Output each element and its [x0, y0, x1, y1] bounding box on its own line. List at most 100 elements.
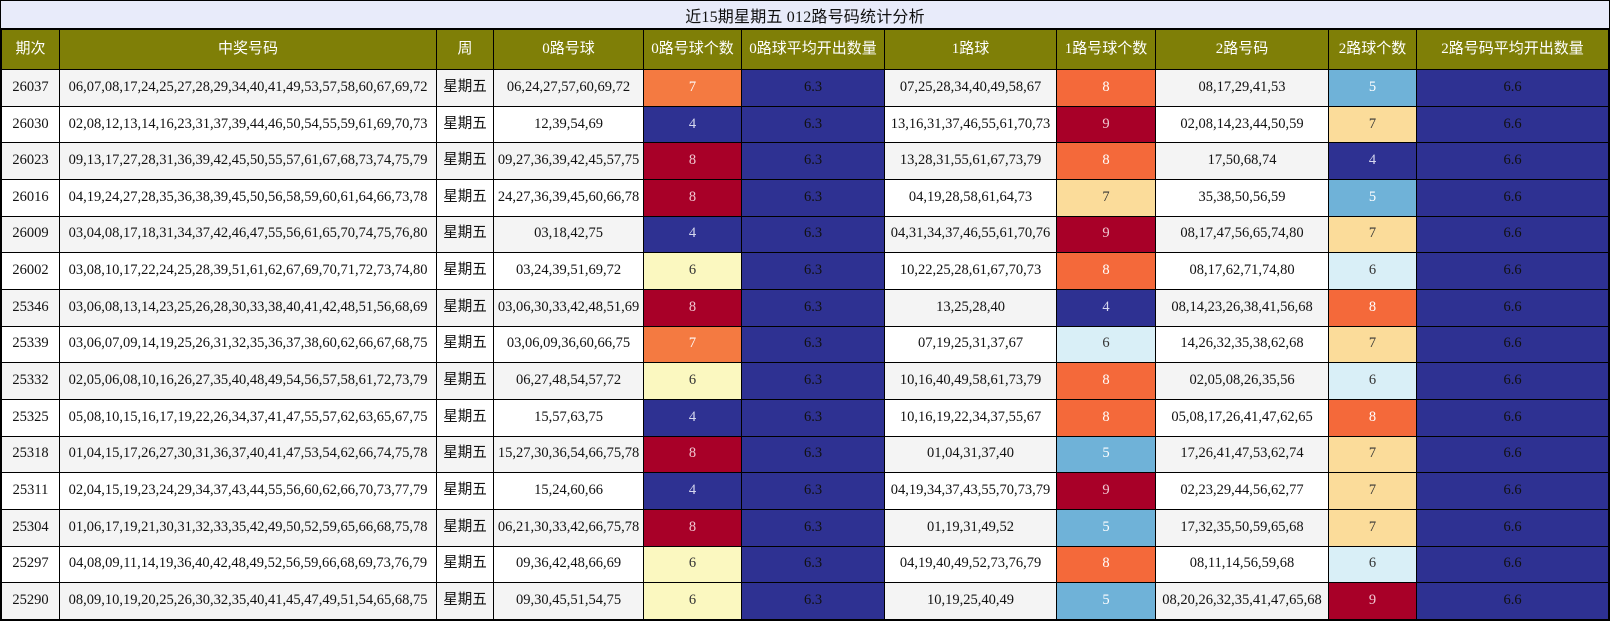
cell-road0-count[interactable]: 4 [643, 105, 742, 144]
cell-road2-balls[interactable]: 02,23,29,44,56,62,77 [1155, 472, 1329, 510]
cell-road1-count[interactable]: 8 [1056, 545, 1156, 584]
cell-road0-count[interactable]: 8 [643, 288, 742, 327]
cell-road2-average[interactable]: 6.6 [1416, 69, 1609, 107]
cell-road0-average[interactable]: 6.3 [741, 215, 885, 254]
cell-road2-balls[interactable]: 08,17,47,56,65,74,80 [1155, 215, 1329, 254]
cell-road0-balls[interactable]: 06,24,27,57,60,69,72 [493, 69, 644, 107]
cell-winning-numbers[interactable]: 02,04,15,19,23,24,29,34,37,43,44,55,56,6… [59, 472, 437, 510]
cell-road2-average[interactable]: 6.6 [1416, 582, 1609, 620]
cell-week[interactable]: 星期五 [436, 398, 494, 437]
column-header-road0-count[interactable]: 0路号球个数 [643, 29, 742, 70]
cell-week[interactable]: 星期五 [436, 582, 494, 620]
cell-road0-count[interactable]: 8 [643, 142, 742, 180]
cell-road0-count[interactable]: 4 [643, 215, 742, 254]
cell-road0-balls[interactable]: 09,30,45,51,54,75 [493, 582, 644, 620]
cell-road0-average[interactable]: 6.3 [741, 398, 885, 437]
cell-road1-count[interactable]: 5 [1056, 508, 1156, 547]
cell-road0-count[interactable]: 4 [643, 398, 742, 437]
cell-road2-average[interactable]: 6.6 [1416, 508, 1609, 547]
cell-road2-balls[interactable]: 02,05,08,26,35,56 [1155, 362, 1329, 400]
cell-road2-count[interactable]: 6 [1328, 252, 1417, 290]
cell-qici[interactable]: 25311 [1, 472, 60, 510]
cell-road1-balls[interactable]: 01,19,31,49,52 [884, 508, 1057, 547]
cell-road1-balls[interactable]: 04,19,40,49,52,73,76,79 [884, 545, 1057, 584]
cell-road0-balls[interactable]: 09,36,42,48,66,69 [493, 545, 644, 584]
cell-road0-average[interactable]: 6.3 [741, 362, 885, 400]
cell-winning-numbers[interactable]: 09,13,17,27,28,31,36,39,42,45,50,55,57,6… [59, 142, 437, 180]
cell-road2-average[interactable]: 6.6 [1416, 215, 1609, 254]
column-header-road2-average[interactable]: 2路号码平均开出数量 [1416, 29, 1609, 70]
cell-road0-count[interactable]: 8 [643, 508, 742, 547]
cell-road0-average[interactable]: 6.3 [741, 69, 885, 107]
cell-qici[interactable]: 25297 [1, 545, 60, 584]
cell-road1-count[interactable]: 9 [1056, 105, 1156, 144]
cell-qici[interactable]: 25346 [1, 288, 60, 327]
cell-qici[interactable]: 25325 [1, 398, 60, 437]
cell-qici[interactable]: 26030 [1, 105, 60, 144]
column-header-qici[interactable]: 期次 [1, 29, 60, 70]
cell-road1-balls[interactable]: 07,25,28,34,40,49,58,67 [884, 69, 1057, 107]
cell-qici[interactable]: 26023 [1, 142, 60, 180]
cell-winning-numbers[interactable]: 05,08,10,15,16,17,19,22,26,34,37,41,47,5… [59, 398, 437, 437]
cell-road0-balls[interactable]: 03,18,42,75 [493, 215, 644, 254]
cell-road0-count[interactable]: 6 [643, 252, 742, 290]
cell-road0-balls[interactable]: 03,06,30,33,42,48,51,69 [493, 288, 644, 327]
cell-qici[interactable]: 25290 [1, 582, 60, 620]
cell-road2-balls[interactable]: 02,08,14,23,44,50,59 [1155, 105, 1329, 144]
cell-road2-balls[interactable]: 08,14,23,26,38,41,56,68 [1155, 288, 1329, 327]
cell-qici[interactable]: 25332 [1, 362, 60, 400]
cell-road2-average[interactable]: 6.6 [1416, 178, 1609, 217]
cell-road2-count[interactable]: 4 [1328, 142, 1417, 180]
cell-road0-average[interactable]: 6.3 [741, 508, 885, 547]
cell-road2-count[interactable]: 7 [1328, 325, 1417, 364]
cell-road0-balls[interactable]: 15,57,63,75 [493, 398, 644, 437]
cell-qici[interactable]: 26009 [1, 215, 60, 254]
cell-road2-count[interactable]: 5 [1328, 69, 1417, 107]
cell-road1-count[interactable]: 6 [1056, 325, 1156, 364]
cell-road0-average[interactable]: 6.3 [741, 178, 885, 217]
column-header-winning-numbers[interactable]: 中奖号码 [59, 29, 437, 70]
cell-road2-average[interactable]: 6.6 [1416, 545, 1609, 584]
cell-road2-count[interactable]: 7 [1328, 472, 1417, 510]
cell-road1-count[interactable]: 4 [1056, 288, 1156, 327]
cell-road0-average[interactable]: 6.3 [741, 325, 885, 364]
cell-road1-balls[interactable]: 13,16,31,37,46,55,61,70,73 [884, 105, 1057, 144]
cell-qici[interactable]: 26016 [1, 178, 60, 217]
column-header-road0-average[interactable]: 0路球平均开出数量 [741, 29, 885, 70]
cell-road2-balls[interactable]: 14,26,32,35,38,62,68 [1155, 325, 1329, 364]
cell-road2-balls[interactable]: 35,38,50,56,59 [1155, 178, 1329, 217]
cell-winning-numbers[interactable]: 01,04,15,17,26,27,30,31,36,37,40,41,47,5… [59, 435, 437, 474]
cell-road2-average[interactable]: 6.6 [1416, 362, 1609, 400]
cell-road1-balls[interactable]: 07,19,25,31,37,67 [884, 325, 1057, 364]
cell-qici[interactable]: 25318 [1, 435, 60, 474]
cell-road0-balls[interactable]: 03,24,39,51,69,72 [493, 252, 644, 290]
cell-road2-count[interactable]: 7 [1328, 435, 1417, 474]
cell-winning-numbers[interactable]: 02,05,06,08,10,16,26,27,35,40,48,49,54,5… [59, 362, 437, 400]
cell-road1-count[interactable]: 8 [1056, 142, 1156, 180]
cell-qici[interactable]: 26037 [1, 69, 60, 107]
cell-road2-balls[interactable]: 08,17,29,41,53 [1155, 69, 1329, 107]
cell-winning-numbers[interactable]: 03,06,08,13,14,23,25,26,28,30,33,38,40,4… [59, 288, 437, 327]
cell-road0-balls[interactable]: 15,27,30,36,54,66,75,78 [493, 435, 644, 474]
cell-week[interactable]: 星期五 [436, 105, 494, 144]
cell-winning-numbers[interactable]: 02,08,12,13,14,16,23,31,37,39,44,46,50,5… [59, 105, 437, 144]
cell-week[interactable]: 星期五 [436, 435, 494, 474]
cell-road2-average[interactable]: 6.6 [1416, 325, 1609, 364]
cell-road2-average[interactable]: 6.6 [1416, 105, 1609, 144]
cell-road0-average[interactable]: 6.3 [741, 582, 885, 620]
cell-road2-average[interactable]: 6.6 [1416, 472, 1609, 510]
cell-road0-balls[interactable]: 06,21,30,33,42,66,75,78 [493, 508, 644, 547]
cell-road0-count[interactable]: 4 [643, 472, 742, 510]
cell-qici[interactable]: 25339 [1, 325, 60, 364]
column-header-road1-count[interactable]: 1路号球个数 [1056, 29, 1156, 70]
cell-road2-average[interactable]: 6.6 [1416, 435, 1609, 474]
cell-week[interactable]: 星期五 [436, 252, 494, 290]
cell-week[interactable]: 星期五 [436, 325, 494, 364]
cell-road1-balls[interactable]: 13,28,31,55,61,67,73,79 [884, 142, 1057, 180]
cell-road1-balls[interactable]: 01,04,31,37,40 [884, 435, 1057, 474]
cell-week[interactable]: 星期五 [436, 508, 494, 547]
cell-road2-count[interactable]: 7 [1328, 508, 1417, 547]
cell-road2-balls[interactable]: 08,20,26,32,35,41,47,65,68 [1155, 582, 1329, 620]
cell-road2-average[interactable]: 6.6 [1416, 398, 1609, 437]
cell-road0-average[interactable]: 6.3 [741, 105, 885, 144]
